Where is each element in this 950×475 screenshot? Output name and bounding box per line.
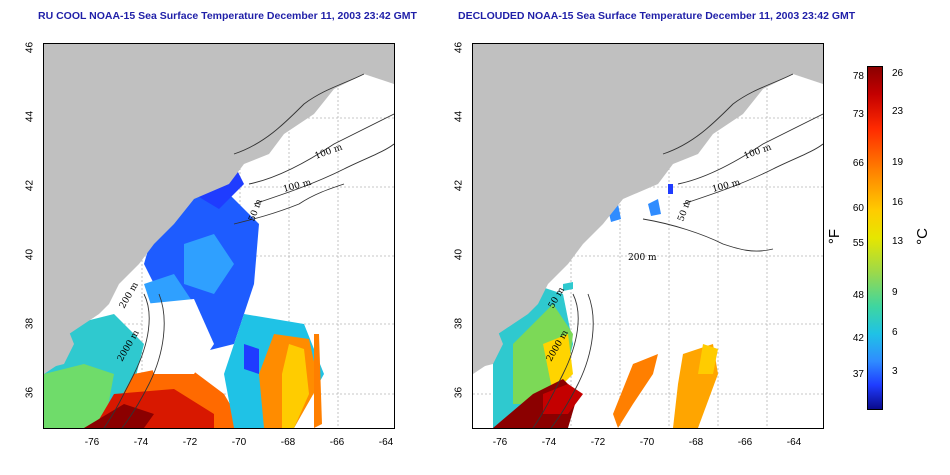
y-tick-label: 36 <box>24 386 36 399</box>
colorbar-fahrenheit-label: 55 <box>852 238 864 249</box>
colorbar-celsius-label: 16 <box>892 197 904 208</box>
contour-label: 50 m <box>247 198 264 223</box>
x-tick-label: -70 <box>231 437 247 448</box>
x-tick-label: -74 <box>133 437 149 448</box>
fahrenheit-unit-label: °F <box>826 228 844 245</box>
x-tick-label: -76 <box>492 437 508 448</box>
x-tick-label: -66 <box>737 437 753 448</box>
y-tick-label: 40 <box>24 248 36 261</box>
bathymetry-contours-right <box>532 73 823 428</box>
x-tick-label: -74 <box>541 437 557 448</box>
colorbar-celsius-label: 6 <box>892 327 898 338</box>
right-sst-map: 100 m 100 m 50 m 200 m 50 m 2000 m <box>472 43 824 429</box>
colorbar-fahrenheit-label: 42 <box>852 333 864 344</box>
x-tick-label: -72 <box>590 437 606 448</box>
colorbar-fahrenheit-label: 48 <box>852 290 864 301</box>
left-map-title: RU COOL NOAA-15 Sea Surface Temperature … <box>38 10 417 22</box>
colorbar-fahrenheit-label: 60 <box>852 203 864 214</box>
bathymetry-contours-left <box>103 73 394 428</box>
contour-label: 200 m <box>118 280 141 310</box>
y-tick-label: 36 <box>453 386 465 399</box>
y-tick-label: 44 <box>24 110 36 123</box>
right-map-title: DECLOUDED NOAA-15 Sea Surface Temperatur… <box>458 10 856 22</box>
colorbar-fahrenheit-label: 37 <box>852 369 864 380</box>
contour-label: 200 m <box>628 253 657 263</box>
x-tick-label: -68 <box>280 437 296 448</box>
land-left <box>44 44 394 374</box>
celsius-unit-label: °C <box>913 228 931 245</box>
x-tick-label: -70 <box>639 437 655 448</box>
sst-data-left <box>44 119 324 428</box>
colorbar-fahrenheit-label: 73 <box>852 109 864 120</box>
land-right <box>473 44 823 374</box>
x-tick-label: -72 <box>182 437 198 448</box>
colorbar-celsius-label: 23 <box>892 106 904 117</box>
left-sst-map: 100 m 100 m 50 m 200 m 2000 m <box>43 43 395 429</box>
colorbar-celsius-label: 13 <box>892 236 904 247</box>
y-tick-label: 46 <box>453 41 465 54</box>
temperature-colorbar <box>867 66 883 410</box>
colorbar-celsius-label: 26 <box>892 68 904 79</box>
y-tick-label: 38 <box>453 317 465 330</box>
y-tick-label: 46 <box>24 41 36 54</box>
y-tick-label: 42 <box>24 179 36 192</box>
y-tick-label: 38 <box>24 317 36 330</box>
contour-label: 100 m <box>282 178 313 195</box>
contour-label: 100 m <box>743 142 774 161</box>
x-tick-label: -66 <box>329 437 345 448</box>
y-tick-label: 40 <box>453 248 465 261</box>
y-tick-label: 44 <box>453 110 465 123</box>
x-tick-label: -64 <box>378 437 394 448</box>
colorbar-celsius-label: 19 <box>892 157 904 168</box>
colorbar-fahrenheit-label: 66 <box>852 158 864 169</box>
x-tick-label: -68 <box>688 437 704 448</box>
y-tick-label: 42 <box>453 179 465 192</box>
colorbar-celsius-label: 3 <box>892 366 898 377</box>
contour-label: 100 m <box>314 142 345 161</box>
x-tick-label: -64 <box>786 437 802 448</box>
colorbar-celsius-label: 9 <box>892 287 898 298</box>
contour-label: 50 m <box>676 198 693 223</box>
colorbar-fahrenheit-label: 78 <box>852 71 864 82</box>
contour-label: 100 m <box>711 178 742 195</box>
x-tick-label: -76 <box>84 437 100 448</box>
